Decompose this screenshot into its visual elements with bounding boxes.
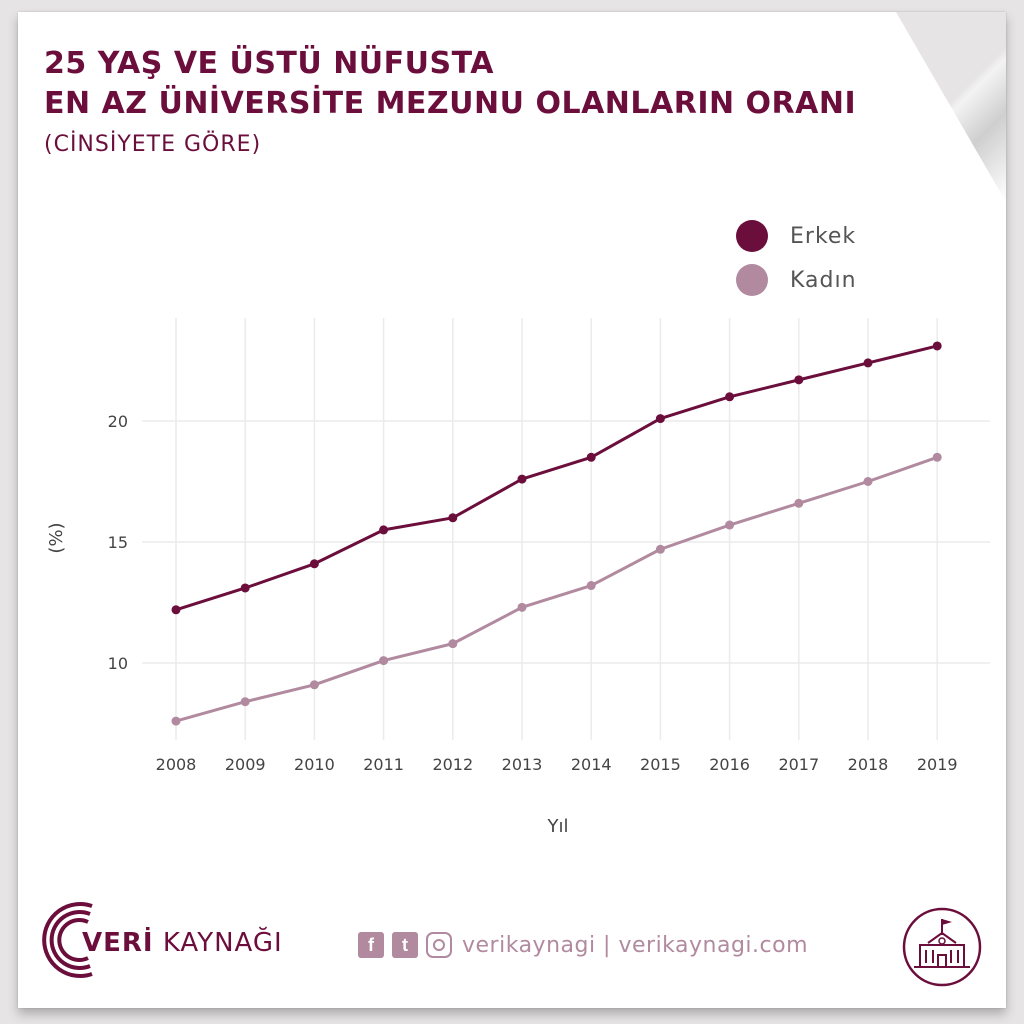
data-point-0 xyxy=(171,605,181,615)
brand-name: VERİ KAYNAĞI xyxy=(82,928,283,958)
grid-lines xyxy=(142,318,990,740)
data-point-1 xyxy=(655,544,665,554)
y-tick-labels: 10 15 20 xyxy=(108,412,128,673)
data-point-1 xyxy=(863,477,873,486)
logo-arcs-icon xyxy=(42,902,93,978)
legend-label-kadin: Kadın xyxy=(790,267,857,293)
instagram-icon[interactable] xyxy=(426,932,452,958)
legend-item-erkek: Erkek xyxy=(736,214,857,258)
data-point-0 xyxy=(655,414,665,424)
chart-subtitle: (CİNSİYETE GÖRE) xyxy=(44,132,262,157)
data-point-1 xyxy=(309,680,319,690)
data-point-1 xyxy=(379,656,389,666)
brand-part-1: VERİ xyxy=(82,928,154,958)
data-point-0 xyxy=(932,341,942,351)
paper-background xyxy=(18,12,1006,1008)
data-point-0 xyxy=(586,452,596,462)
y-tick-label: 20 xyxy=(108,412,128,431)
title-line-1: 25 YAŞ VE ÜSTÜ NÜFUSTA xyxy=(44,46,494,81)
chart-title: 25 YAŞ VE ÜSTÜ NÜFUSTA EN AZ ÜNİVERSİTE … xyxy=(44,44,856,124)
x-tick-label: 2011 xyxy=(363,755,404,774)
school-building-icon xyxy=(902,907,982,987)
data-point-1 xyxy=(448,639,458,649)
x-tick-label: 2008 xyxy=(156,755,197,774)
legend-label-erkek: Erkek xyxy=(790,223,857,249)
series-line-0 xyxy=(175,344,938,612)
x-tick-label: 2015 xyxy=(640,755,681,774)
x-axis-label: Yıl xyxy=(547,816,569,837)
data-point-1 xyxy=(725,520,735,530)
x-tick-label: 2017 xyxy=(778,755,819,774)
social-links: f t verikaynagi | verikaynagi.com xyxy=(358,932,808,958)
data-point-0 xyxy=(448,513,458,523)
data-point-0 xyxy=(309,559,319,569)
legend-item-kadin: Kadın xyxy=(736,258,857,302)
x-tick-label: 2019 xyxy=(917,755,958,774)
series-line-1 xyxy=(175,455,938,723)
series-group xyxy=(171,341,942,726)
data-point-0 xyxy=(725,392,735,402)
x-tick-label: 2018 xyxy=(848,755,889,774)
data-point-1 xyxy=(794,498,804,508)
x-tick-label: 2009 xyxy=(225,755,266,774)
data-point-0 xyxy=(379,525,389,535)
x-tick-labels: 2008 2009 2010 2011 2012 2013 2014 2015 2016 2017… xyxy=(156,755,958,774)
data-point-1 xyxy=(517,602,527,612)
data-point-1 xyxy=(171,716,181,726)
data-point-0 xyxy=(794,375,804,385)
social-handle: verikaynagi | verikaynagi.com xyxy=(462,932,809,958)
data-point-1 xyxy=(586,581,596,591)
data-point-1 xyxy=(932,452,942,462)
x-tick-label: 2016 xyxy=(709,755,750,774)
data-point-0 xyxy=(240,583,250,593)
y-axis-label: (%) xyxy=(46,522,67,553)
data-point-0 xyxy=(517,474,527,484)
brand-part-2: KAYNAĞI xyxy=(153,928,283,958)
legend-dot-kadin xyxy=(736,264,768,296)
x-tick-label: 2012 xyxy=(432,755,473,774)
data-point-0 xyxy=(863,358,873,368)
facebook-icon[interactable]: f xyxy=(358,932,384,958)
legend-dot-erkek xyxy=(736,220,768,252)
data-point-1 xyxy=(240,697,250,707)
y-tick-label: 10 xyxy=(108,654,128,673)
legend: Erkek Kadın xyxy=(736,214,857,302)
x-tick-label: 2014 xyxy=(571,755,612,774)
x-tick-label: 2010 xyxy=(294,755,335,774)
twitter-icon[interactable]: t xyxy=(392,932,418,958)
title-line-2: EN AZ ÜNİVERSİTE MEZUNU OLANLARIN ORANI xyxy=(44,86,857,121)
y-tick-label: 15 xyxy=(108,533,128,552)
x-tick-label: 2013 xyxy=(502,755,543,774)
